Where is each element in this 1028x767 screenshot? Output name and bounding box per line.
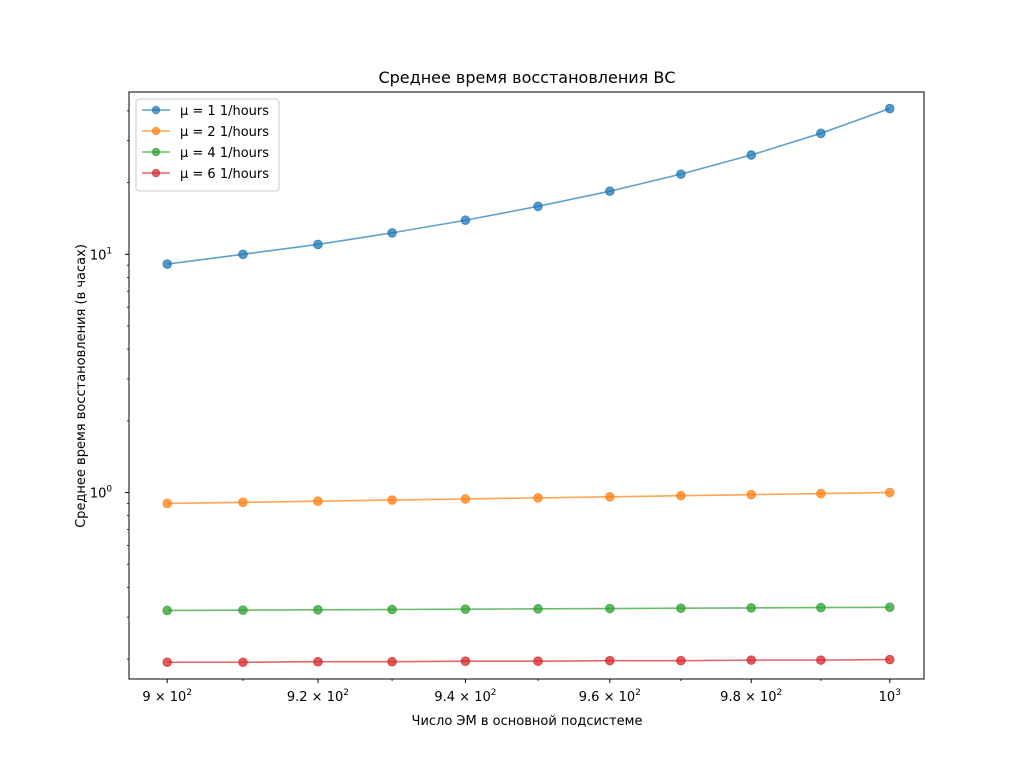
legend-label: μ = 2 1/hours [180, 125, 269, 140]
y-tick-label: 100 [90, 485, 113, 502]
y-tick-label: 101 [90, 246, 112, 263]
data-point [533, 493, 543, 503]
data-point [746, 655, 757, 665]
data-point [162, 498, 173, 509]
x-axis: 9 × 102 9.2 × 102 9.4 × 102 9.6 × 102 9.8 × … [142, 679, 901, 705]
data-point [533, 201, 543, 212]
data-point [313, 656, 323, 667]
data-point [238, 657, 248, 668]
x-tick-label: 9.2 × 102 [287, 688, 349, 705]
x-tick-label: 9 × 102 [142, 688, 192, 705]
series-3 [162, 602, 895, 616]
legend-swatch-marker [151, 168, 161, 178]
x-tick-label: 9.4 × 102 [434, 688, 496, 705]
x-tick-label: 9.8 × 102 [720, 688, 782, 705]
legend-item: μ = 1 1/hours [142, 104, 269, 119]
series-line [167, 606, 890, 612]
series-1 [162, 103, 895, 269]
y-axis: 100 101 [90, 110, 129, 660]
data-point [460, 604, 471, 614]
data-point [533, 604, 543, 614]
chart-title: Среднее время восстановления ВС [378, 68, 675, 87]
data-point [676, 603, 686, 614]
data-point [816, 488, 826, 499]
data-point [746, 150, 757, 160]
legend-item: μ = 4 1/hours [142, 146, 269, 161]
legend-swatch-marker [151, 147, 161, 157]
data-point [676, 655, 686, 666]
series-layer [162, 103, 895, 668]
legend-box [135, 98, 280, 192]
data-point [387, 228, 397, 238]
y-axis-label: Среднее время восстановления (в часах) [74, 244, 89, 528]
data-point [884, 487, 895, 498]
series-4 [162, 654, 895, 668]
series-line [167, 491, 890, 505]
data-point [605, 491, 615, 502]
data-point [460, 215, 471, 226]
data-point [162, 259, 173, 269]
data-point [746, 603, 757, 613]
data-point [533, 656, 543, 666]
data-point [238, 605, 248, 615]
data-point [746, 489, 757, 500]
data-point [313, 239, 323, 250]
legend: μ = 1 1/hours μ = 2 1/hours μ = 4 1/hours μ… [135, 98, 280, 192]
data-point [884, 103, 895, 114]
data-point [162, 605, 173, 616]
data-point [162, 657, 173, 668]
data-point [676, 169, 686, 179]
series-line [167, 658, 890, 664]
legend-item: μ = 6 1/hours [142, 167, 269, 182]
data-point [816, 655, 826, 665]
legend-swatch-marker [151, 105, 161, 115]
data-point [238, 249, 248, 260]
data-point [238, 497, 248, 508]
data-point [884, 654, 895, 665]
x-tick-label: 103 [879, 688, 901, 705]
data-point [460, 656, 471, 666]
data-point [313, 605, 323, 615]
data-point [313, 496, 323, 506]
legend-item: μ = 2 1/hours [142, 125, 269, 140]
legend-label: μ = 6 1/hours [180, 167, 269, 182]
data-point [387, 656, 397, 667]
x-tick-label: 9.6 × 102 [579, 688, 641, 705]
data-point [816, 128, 826, 139]
data-point [387, 604, 397, 615]
x-axis-label: Число ЭМ в основной подсистеме [412, 714, 643, 729]
legend-label: μ = 4 1/hours [180, 146, 269, 161]
series-2 [162, 487, 895, 509]
data-point [605, 655, 615, 666]
data-point [460, 494, 471, 504]
data-point [884, 602, 895, 613]
data-point [816, 602, 826, 613]
legend-label: μ = 1 1/hours [180, 104, 269, 119]
data-point [387, 495, 397, 505]
plot-frame [128, 91, 925, 680]
legend-swatch-marker [151, 126, 161, 136]
data-point [605, 603, 615, 614]
data-point [605, 186, 615, 197]
data-point [676, 490, 686, 501]
